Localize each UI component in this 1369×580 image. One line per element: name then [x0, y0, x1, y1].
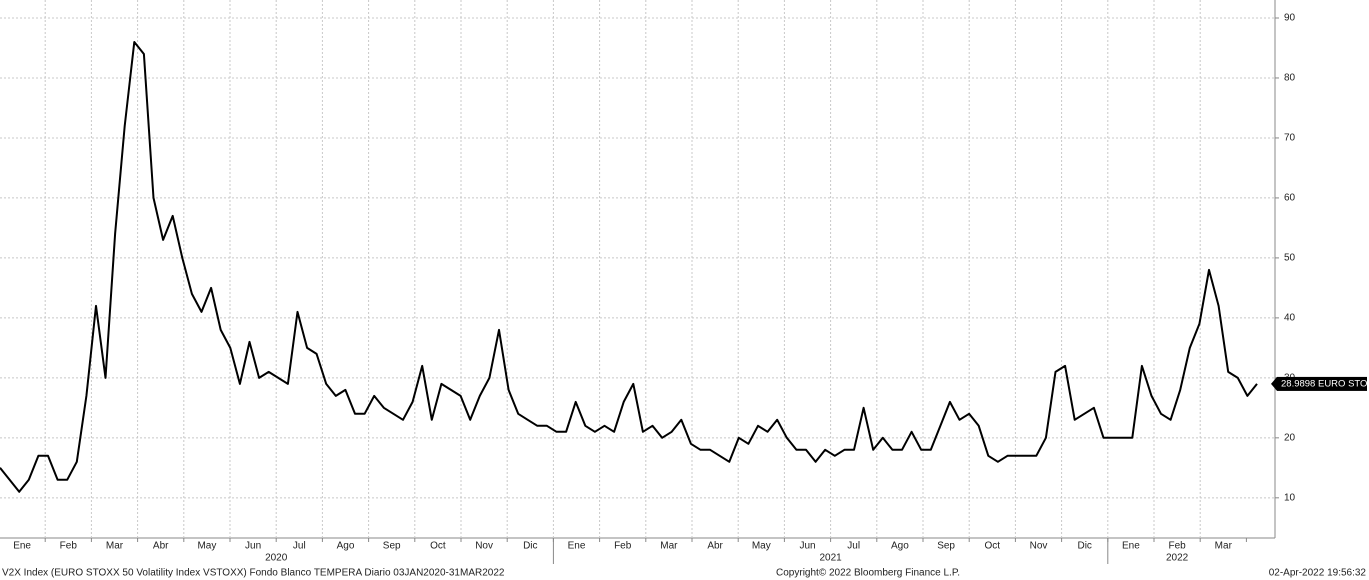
y-tick-label: 60 — [1284, 193, 1296, 204]
x-tick-label: Jul — [293, 541, 306, 552]
x-tick-label: Jul — [847, 541, 860, 552]
x-tick-label: Ene — [568, 541, 586, 552]
footer-right: 02-Apr-2022 19:56:32 — [1269, 568, 1367, 579]
y-tick-label: 40 — [1284, 313, 1296, 324]
x-tick-label: Oct — [430, 541, 446, 552]
y-tick-label: 50 — [1284, 253, 1296, 264]
x-tick-label: Sep — [383, 541, 401, 552]
last-value-label: 28.9898 EURO STOX — [1281, 378, 1369, 389]
x-tick-label: May — [197, 541, 216, 552]
year-label: 2022 — [1166, 553, 1189, 564]
x-tick-label: Dic — [523, 541, 537, 552]
x-tick-label: Ene — [1122, 541, 1140, 552]
x-tick-label: Feb — [614, 541, 632, 552]
x-tick-label: Jun — [245, 541, 261, 552]
x-tick-label: Ago — [891, 541, 909, 552]
year-label: 2020 — [265, 553, 288, 564]
x-tick-label: Ene — [13, 541, 31, 552]
x-tick-label: Sep — [937, 541, 955, 552]
x-tick-label: Feb — [60, 541, 78, 552]
footer-left: V2X Index (EURO STOXX 50 Volatility Inde… — [2, 568, 505, 579]
y-tick-label: 20 — [1284, 432, 1296, 443]
x-tick-label: Feb — [1168, 541, 1186, 552]
y-tick-label: 70 — [1284, 133, 1296, 144]
year-label: 2021 — [819, 553, 842, 564]
y-tick-label: 80 — [1284, 73, 1296, 84]
x-tick-label: Abr — [153, 541, 169, 552]
x-tick-label: May — [752, 541, 771, 552]
x-tick-label: Oct — [985, 541, 1001, 552]
x-tick-label: Abr — [707, 541, 723, 552]
last-value-box — [1277, 376, 1367, 391]
x-tick-label: Nov — [475, 541, 493, 552]
last-value-pointer — [1271, 376, 1277, 391]
x-tick-label: Jun — [799, 541, 815, 552]
x-tick-label: Mar — [106, 541, 124, 552]
x-tick-label: Dic — [1077, 541, 1091, 552]
x-tick-label: Mar — [1215, 541, 1233, 552]
y-tick-label: 90 — [1284, 13, 1296, 24]
footer-center: Copyright© 2022 Bloomberg Finance L.P. — [776, 568, 960, 579]
series-line — [0, 41, 1258, 493]
x-tick-label: Ago — [337, 541, 355, 552]
x-tick-label: Mar — [660, 541, 678, 552]
x-tick-label: Nov — [1030, 541, 1048, 552]
y-tick-label: 10 — [1284, 492, 1296, 503]
